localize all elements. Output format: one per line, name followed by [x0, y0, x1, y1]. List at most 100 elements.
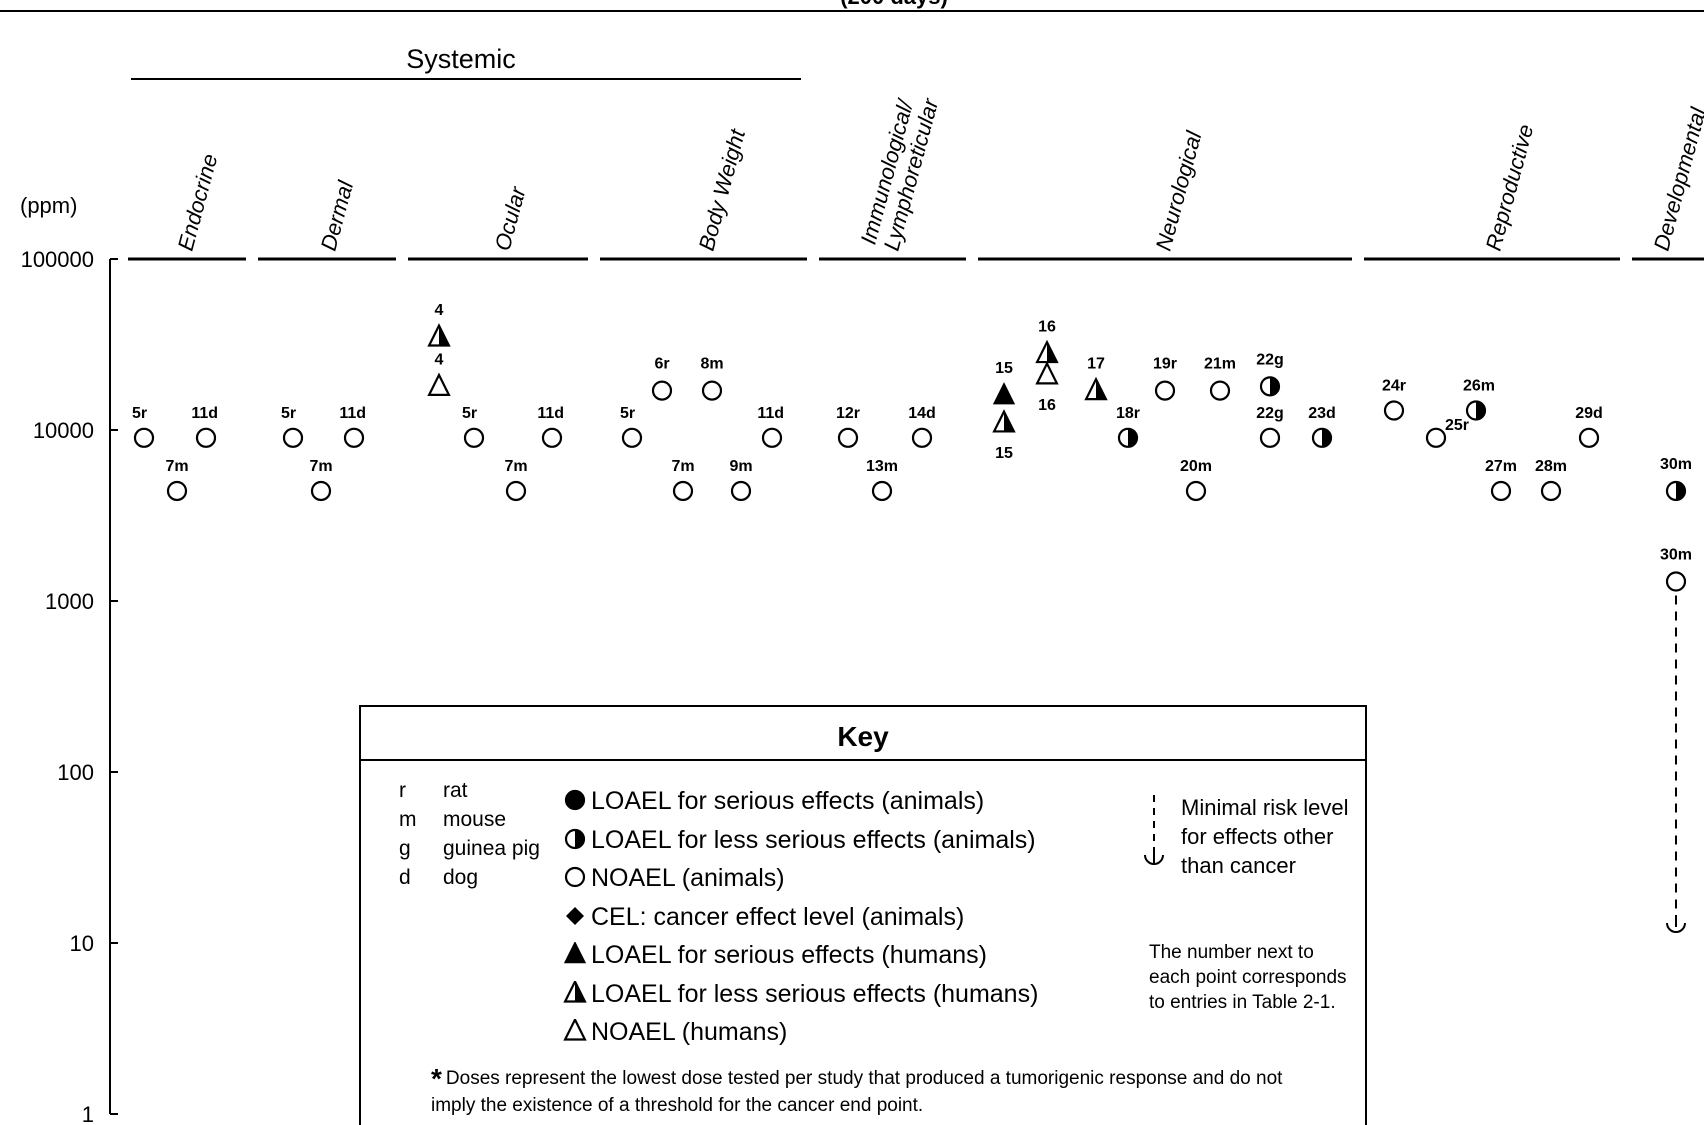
data-point-25r-33	[1427, 429, 1445, 447]
reference-note: The number next to each point correspond…	[1149, 940, 1359, 1015]
legend-entry-text: LOAEL for less serious effects (humans)	[591, 980, 1038, 1008]
legend-entry-text: CEL: cancer effect level (animals)	[591, 903, 964, 931]
category-label-developmental: Developmental	[1649, 104, 1704, 253]
data-point-5r-0	[135, 429, 153, 447]
data-point-27m-35	[1492, 482, 1510, 500]
category-label-ocular: Ocular	[490, 183, 531, 254]
species-name: rat	[443, 779, 468, 802]
category-label-dermal: Dermal	[316, 177, 359, 253]
data-label-5r-8: 5r	[462, 405, 477, 422]
legend-entry-6: NOAEL (humans)	[591, 1014, 787, 1050]
legend-entry-text: NOAEL (animals)	[591, 864, 785, 892]
legend-entry-text: LOAEL for less serious effects (animals)	[591, 826, 1036, 854]
species-abbr: g	[399, 835, 443, 863]
filled-diamond-icon	[563, 904, 587, 928]
y-axis-unit: (ppm)	[20, 193, 77, 218]
data-point-5r-3	[284, 429, 302, 447]
species-name: guinea pig	[443, 837, 540, 860]
data-label-15-21: 15	[995, 445, 1013, 462]
data-label-5r-11: 5r	[620, 405, 635, 422]
legend-entry-text: LOAEL for serious effects (animals)	[591, 787, 984, 815]
data-label-18r-25: 18r	[1116, 405, 1140, 422]
data-label-14d-18: 14d	[908, 405, 936, 422]
data-label-11d-9: 11d	[537, 405, 564, 422]
legend-entry-4: LOAEL for serious effects (humans)	[591, 937, 987, 973]
data-point-7m-5	[312, 482, 330, 500]
category-label-neurological: Neurological	[1151, 128, 1207, 254]
data-point-11d-9	[543, 429, 561, 447]
data-point-20m-31	[1187, 482, 1205, 500]
data-point-24r-32	[1385, 402, 1403, 420]
data-label-27m-35: 27m	[1485, 458, 1517, 475]
data-label-12r-17: 12r	[836, 405, 860, 422]
data-label-19r-26: 19r	[1153, 356, 1177, 373]
data-point-23d-30	[1313, 429, 1331, 447]
data-label-7m-10: 7m	[504, 458, 527, 475]
group-label-systemic: Systemic	[406, 44, 516, 74]
data-label-11d-1: 11d	[191, 405, 218, 422]
data-point-8m-13	[703, 382, 721, 400]
asterisk: *	[431, 1063, 442, 1094]
data-label-11d-4: 11d	[339, 405, 366, 422]
legend-entry-0: LOAEL for serious effects (animals)	[591, 783, 984, 819]
category-label-endocrine: Endocrine	[173, 151, 223, 253]
legend-title: Key	[361, 707, 1365, 761]
data-label-7m-2: 7m	[165, 458, 188, 475]
data-point-4-7	[429, 375, 449, 395]
data-point-11d-1	[197, 429, 215, 447]
data-point-4-6	[429, 326, 449, 346]
data-point-26m-34	[1467, 402, 1485, 420]
y-tick-label-100000: 100000	[21, 247, 94, 272]
legend-entry-2: NOAEL (animals)	[591, 860, 785, 896]
data-label-7m-5: 7m	[309, 458, 332, 475]
data-label-26m-34: 26m	[1463, 378, 1495, 395]
data-point-7m-10	[507, 482, 525, 500]
mrl-description: Minimal risk level for effects other tha…	[1181, 793, 1361, 880]
data-point-21m-27	[1211, 382, 1229, 400]
data-label-21m-27: 21m	[1204, 356, 1236, 373]
data-label-29d-37: 29d	[1575, 405, 1603, 422]
data-label-5r-3: 5r	[281, 405, 296, 422]
data-point-15-21	[994, 412, 1014, 432]
filled-circle-icon	[563, 788, 587, 812]
data-label-6r-12: 6r	[654, 356, 669, 373]
data-point-16-23	[1037, 364, 1057, 384]
footnote: * Doses represent the lowest dose tested …	[431, 1065, 1331, 1119]
data-label-23d-30: 23d	[1308, 405, 1336, 422]
data-point-29d-37	[1580, 429, 1598, 447]
y-tick-label-10000: 10000	[33, 418, 94, 443]
data-point-6r-12	[653, 382, 671, 400]
data-label-22g-28: 22g	[1256, 351, 1284, 368]
data-point-5r-11	[623, 429, 641, 447]
mrl-arrow-icon	[1139, 795, 1169, 875]
footnote-text: Doses represent the lowest dose tested p…	[431, 1068, 1282, 1116]
data-point-15-20	[994, 384, 1014, 404]
data-label-11d-14: 11d	[757, 405, 784, 422]
legend-entry-text: LOAEL for serious effects (humans)	[591, 941, 987, 969]
half-triangle-icon	[563, 981, 587, 1005]
open-circle-icon	[563, 865, 587, 889]
data-label-30m-38: 30m	[1660, 456, 1692, 473]
species-abbr: d	[399, 864, 443, 892]
data-point-22g-29	[1261, 429, 1279, 447]
legend-key: Key r rat m mouse g guinea pig d dog LOAEL for …	[359, 705, 1367, 1125]
data-label-16-23: 16	[1038, 397, 1056, 414]
y-tick-label-1: 1	[82, 1102, 94, 1122]
data-point-13m-19	[873, 482, 891, 500]
y-tick-label-100: 100	[57, 760, 94, 785]
data-label-7m-15: 7m	[671, 458, 694, 475]
species-name: dog	[443, 866, 478, 889]
species-name: mouse	[443, 808, 506, 831]
category-label-body-weight: Body Weight	[694, 126, 751, 253]
data-point-7m-15	[674, 482, 692, 500]
open-triangle-icon	[563, 1019, 587, 1043]
data-point-17-24	[1086, 379, 1106, 399]
data-point-18r-25	[1119, 429, 1137, 447]
species-mouse: m mouse	[399, 806, 506, 834]
category-label-reproductive: Reproductive	[1481, 122, 1539, 254]
species-abbr: m	[399, 806, 443, 834]
data-label-4-6: 4	[435, 302, 444, 319]
data-label-9m-16: 9m	[729, 458, 752, 475]
data-label-4-7: 4	[435, 351, 444, 368]
data-point-5r-8	[465, 429, 483, 447]
